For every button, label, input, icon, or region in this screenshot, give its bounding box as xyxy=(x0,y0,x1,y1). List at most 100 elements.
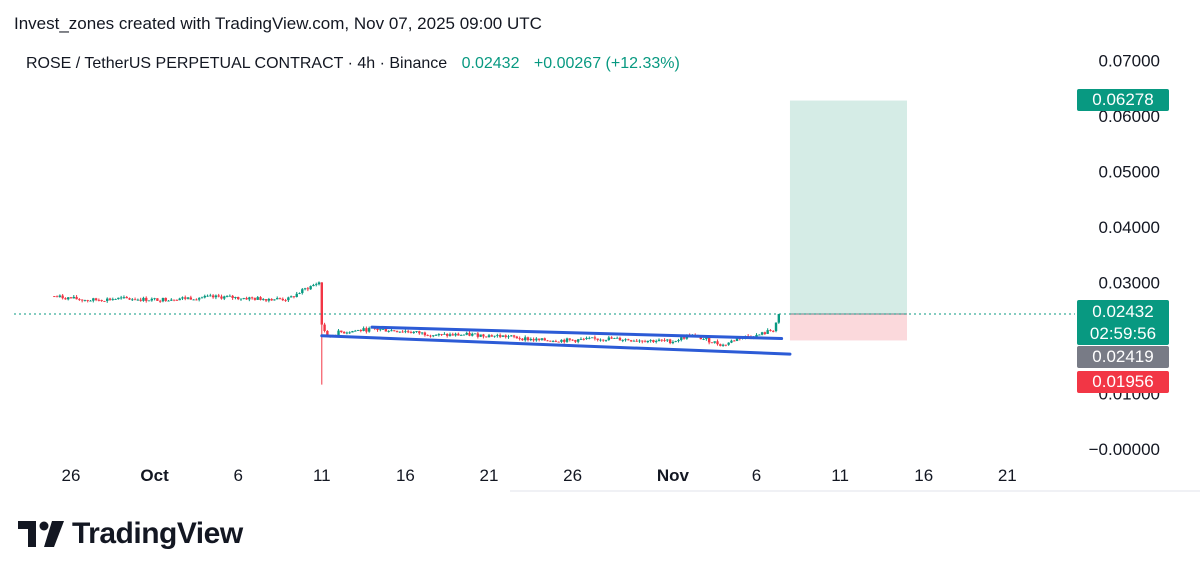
candle-body xyxy=(579,338,583,340)
candle-body xyxy=(133,299,137,301)
candle-body xyxy=(172,299,176,301)
candle-body xyxy=(537,338,541,340)
x-tick-label: 26 xyxy=(62,466,81,485)
candle-body xyxy=(473,333,477,335)
candle-body xyxy=(365,328,368,332)
candle-body xyxy=(197,298,201,300)
candle-body xyxy=(404,331,407,333)
candle-body xyxy=(446,333,449,336)
candle-body xyxy=(164,297,167,301)
candle-body xyxy=(178,298,181,301)
candle-body xyxy=(86,300,89,301)
candle-body xyxy=(627,339,630,341)
candle-body xyxy=(420,332,424,334)
candle-body xyxy=(303,288,307,290)
candle-body xyxy=(434,335,438,336)
candle-body xyxy=(490,335,493,337)
candle-body xyxy=(284,300,287,301)
candle-body xyxy=(604,339,608,341)
candle-body xyxy=(306,288,310,290)
chart-attribution: Invest_zones created with TradingView.co… xyxy=(14,14,542,33)
candle-body xyxy=(448,334,452,336)
candle-body xyxy=(356,330,360,331)
tradingview-logo-icon xyxy=(18,521,64,547)
candle-body xyxy=(607,337,611,340)
candle-body xyxy=(546,340,549,342)
candle-body xyxy=(774,322,778,332)
candle-body xyxy=(214,295,218,298)
candle-body xyxy=(560,339,563,342)
candle-body xyxy=(150,298,154,301)
candle-body xyxy=(576,339,580,342)
candle-body xyxy=(64,298,67,300)
candle-body xyxy=(462,334,466,336)
candle-body xyxy=(677,340,680,342)
candle-body xyxy=(551,341,555,342)
candle-body xyxy=(92,298,95,301)
candle-body xyxy=(468,332,471,336)
candle-body xyxy=(437,334,441,336)
candle-body xyxy=(295,293,298,297)
channel-line[interactable] xyxy=(370,325,784,341)
candle-body xyxy=(440,334,443,335)
candle-body xyxy=(245,297,248,300)
candle-body xyxy=(493,335,496,337)
candle-body xyxy=(479,334,482,337)
candle-body xyxy=(320,282,323,325)
target-price-tag: 0.06278 xyxy=(1077,89,1169,111)
channel-line[interactable] xyxy=(320,334,792,356)
candle-body xyxy=(362,328,365,331)
candle-body xyxy=(142,297,145,301)
y-tick-label: 0.05000 xyxy=(1099,163,1160,182)
candle-body xyxy=(643,341,647,343)
candle-body xyxy=(189,297,193,300)
candle-body xyxy=(158,300,162,302)
candle-body xyxy=(735,338,739,342)
candle-body xyxy=(635,340,638,342)
candle-body xyxy=(161,297,165,302)
candle-body xyxy=(429,335,432,337)
candle-body xyxy=(203,295,206,298)
candle-body xyxy=(393,330,396,332)
candle-body xyxy=(590,337,594,339)
candle-body xyxy=(156,298,159,301)
candle-body xyxy=(69,297,73,299)
candle-body xyxy=(766,330,769,334)
x-tick-label: 11 xyxy=(831,466,849,485)
candle-body xyxy=(465,332,468,335)
candle-body xyxy=(510,335,513,337)
candle-body xyxy=(228,295,232,297)
candle-body xyxy=(381,329,385,330)
candle-body xyxy=(487,335,491,338)
candle-body xyxy=(415,331,418,333)
candle-body xyxy=(610,337,613,339)
candle-body xyxy=(618,337,622,341)
target-zone xyxy=(789,100,907,315)
candle-body xyxy=(585,337,588,340)
candle-body xyxy=(384,329,388,332)
time-axis: 26 Oct 6 11 16 21 26 Nov 6 11 16 21 xyxy=(62,466,1017,485)
x-tick-label: 21 xyxy=(998,466,1017,485)
candle-body xyxy=(657,339,661,342)
candle-body xyxy=(379,329,382,331)
candle-body xyxy=(629,340,633,342)
candle-body xyxy=(209,295,212,297)
candle-body xyxy=(264,299,268,301)
candle-body xyxy=(312,284,315,287)
candle-body xyxy=(432,335,435,337)
candle-body xyxy=(89,300,92,302)
candle-body xyxy=(638,340,641,342)
candle-body xyxy=(655,341,658,342)
candle-body xyxy=(309,286,312,290)
candle-body xyxy=(680,337,683,341)
candle-body xyxy=(557,341,560,343)
stop-price-tag: 0.01956 xyxy=(1077,371,1169,393)
candle-body xyxy=(772,331,775,332)
price-chart[interactable]: 0.070000.060000.050000.040000.030000.010… xyxy=(0,0,1200,500)
candle-body xyxy=(114,299,117,300)
candle-body xyxy=(340,330,343,333)
candle-body xyxy=(730,340,733,343)
candle-body xyxy=(387,331,390,332)
candle-body xyxy=(292,296,296,298)
candle-body xyxy=(632,340,636,342)
